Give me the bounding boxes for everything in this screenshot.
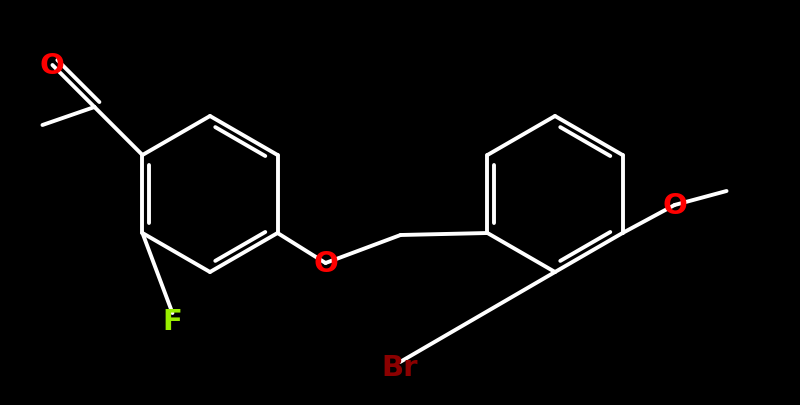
Text: O: O <box>662 192 687 220</box>
Text: O: O <box>313 249 338 277</box>
Text: F: F <box>162 307 182 335</box>
Text: O: O <box>39 52 64 80</box>
Text: Br: Br <box>382 353 418 381</box>
